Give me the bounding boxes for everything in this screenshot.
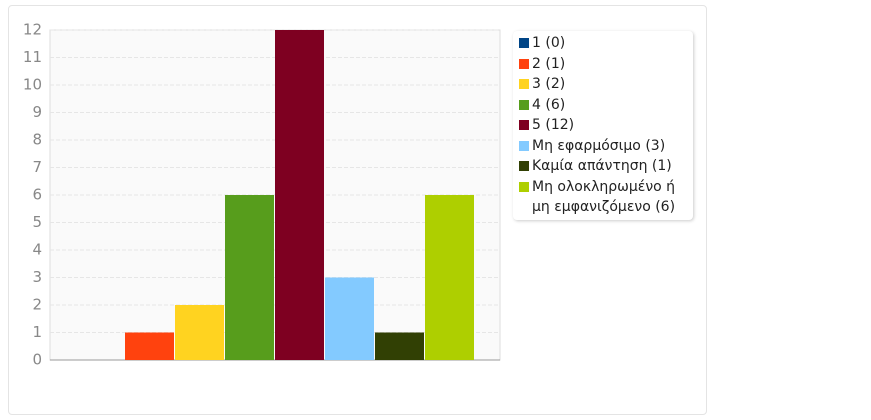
bar	[125, 332, 174, 360]
bar	[275, 30, 324, 360]
legend-label: 1 (0)	[532, 35, 566, 51]
y-tick-label: 10	[23, 76, 42, 94]
legend: 1 (0) 2 (1) 3 (2) 4 (6) 5 (12) Μη εφαρμόσιμο …	[513, 31, 693, 220]
legend-swatch	[519, 120, 529, 130]
y-tick-label: 9	[32, 103, 42, 121]
y-tick-label: 1	[32, 323, 42, 341]
y-tick-label: 6	[32, 186, 42, 204]
bar	[375, 332, 424, 360]
y-tick-label: 3	[32, 268, 42, 286]
legend-item[interactable]: 5 (12)	[517, 115, 689, 136]
y-tick-label: 4	[32, 241, 42, 259]
bar	[325, 277, 374, 360]
legend-label: 2 (1)	[532, 55, 566, 72]
legend-item[interactable]: 3 (2)	[517, 74, 689, 95]
legend-item[interactable]: 2 (1)	[517, 54, 689, 75]
legend-label: Μη εφαρμόσιμο (3)	[532, 137, 666, 154]
legend-label: Μη ολοκληρωμένο ή μη εμφανιζόμενο (6)	[532, 178, 676, 216]
legend-swatch	[519, 181, 529, 192]
y-tick-label: 2	[32, 296, 42, 314]
legend-swatch	[519, 79, 529, 89]
y-tick-label: 12	[23, 21, 42, 39]
legend-swatch	[519, 38, 529, 48]
legend-item[interactable]: Μη ολοκληρωμένο ή μη εμφανιζόμενο (6)	[517, 177, 689, 218]
legend-item[interactable]: 1 (0)	[517, 33, 689, 54]
legend-label: Καμία απάντηση (1)	[532, 158, 672, 174]
legend-label: 5 (12)	[532, 117, 575, 133]
bar	[175, 305, 224, 360]
legend-item[interactable]: 4 (6)	[517, 95, 689, 116]
legend-label: 4 (6)	[532, 96, 566, 113]
bar	[425, 195, 474, 360]
chart-panel	[8, 5, 707, 415]
y-tick-label: 7	[32, 158, 42, 176]
legend-swatch	[519, 58, 529, 69]
legend-item[interactable]: Μη εφαρμόσιμο (3)	[517, 136, 689, 157]
legend-swatch	[519, 140, 529, 151]
y-tick-label: 8	[32, 131, 42, 149]
y-tick-label: 11	[23, 48, 42, 66]
legend-swatch	[519, 99, 529, 110]
y-tick-label: 5	[32, 213, 42, 231]
y-tick-label: 0	[32, 351, 42, 369]
legend-swatch	[519, 161, 529, 171]
bar	[225, 195, 274, 360]
legend-item[interactable]: Καμία απάντηση (1)	[517, 156, 689, 177]
legend-label: 3 (2)	[532, 76, 566, 92]
